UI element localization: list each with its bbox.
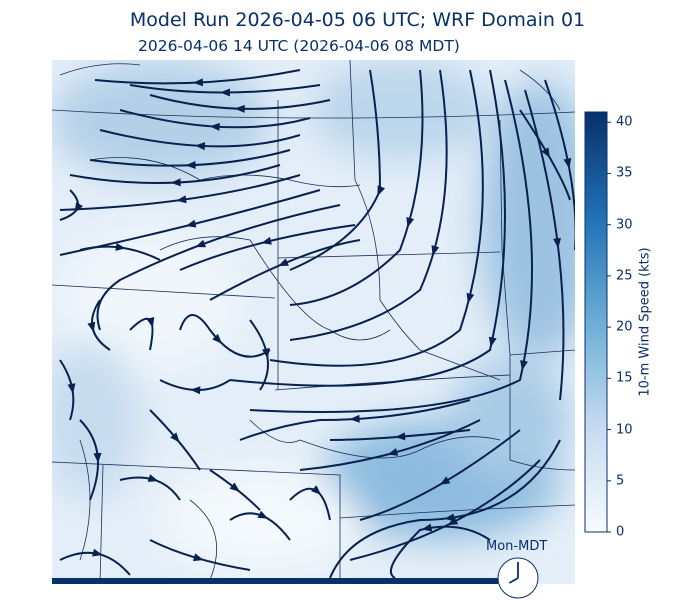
streamline-arrow [93,452,102,464]
streamline-arrow [146,317,155,328]
streamline [519,109,571,201]
streamline [239,399,471,441]
streamline-arrow [447,517,459,526]
streamline-arrow [74,202,84,213]
clock-label: Mon-MDT [486,539,548,554]
streamline-arrow [194,142,206,151]
map-area [52,60,575,584]
colorbar-tick-label: 40 [616,114,633,130]
streamline-arrow [311,485,322,495]
streamline [329,439,561,579]
streamline [329,429,471,441]
colorbar-tick-label: 15 [616,370,633,386]
wind-speed-field [52,60,575,570]
streamline-arrow [209,122,220,131]
streamline-arrow [185,161,196,170]
streamline-arrow [176,195,187,204]
streamline-arrow [92,548,103,557]
streamline-arrow [257,510,269,519]
streamline-arrow [488,336,497,348]
streamline [524,89,565,401]
streamline-arrow [67,383,76,394]
figure-subtitle: 2026-04-06 14 UTC (2026-04-06 08 MDT) [138,37,460,55]
streamline-arrow [170,432,180,443]
streamline [544,79,575,250]
streamline [229,69,506,387]
streamline-arrow [115,242,126,251]
streamline [59,174,301,211]
streamline [99,129,301,148]
streamline [179,224,356,271]
streamline-arrow [192,78,204,87]
streamline-arrow [219,88,230,97]
streamline [289,69,424,306]
streamline [249,79,533,413]
colorbar [584,111,608,533]
colorbar-tick-label: 20 [616,319,633,335]
streamline [269,69,484,367]
streamline [359,429,521,521]
streamline-arrow [349,414,360,423]
colorbar-tick-label: 30 [616,217,633,233]
streamline-arrow [395,432,406,441]
figure-title: Model Run 2026-04-05 06 UTC; WRF Domain … [129,9,586,31]
streamline-arrow [190,386,201,395]
streamline-arrow [406,216,415,228]
streamline-arrow [444,513,455,522]
colorbar-tick-label: 25 [616,268,633,284]
streamline-arrow [278,258,289,266]
streamline-arrow [563,157,572,169]
streamline-arrow [192,553,204,562]
streamline-arrow [229,482,240,492]
streamline-arrow [147,474,159,482]
streamline [96,204,341,331]
streamline [209,239,361,301]
colorbar-tick-label: 10 [616,422,633,438]
time-progress-bar [52,578,498,584]
streamline [390,525,491,579]
streamline [289,69,448,341]
streamline-arrow [553,237,562,249]
streamline-arrow [212,333,223,344]
streamline-arrow [439,476,451,485]
streamline-arrow [87,321,96,333]
streamlines [59,69,575,579]
streamline-arrow [377,185,386,197]
colorbar-tick-label: 5 [616,473,625,489]
colorbar-tick-label: 0 [616,524,625,540]
streamline-arrow [466,292,475,304]
streamline-arrow [261,236,272,245]
streamline-arrow [170,178,181,187]
streamline [119,109,311,129]
streamline-arrow [520,360,528,371]
streamline-arrow [387,448,399,456]
streamline-arrow [421,523,433,532]
colorbar-tick-label: 35 [616,165,633,181]
streamline-arrow [261,348,270,359]
streamline-arrow [185,219,197,228]
streamline [179,314,271,358]
clock-icon [497,557,539,599]
streamline-arrow [541,147,550,158]
streamline-arrow [234,104,245,113]
streamline [349,459,541,561]
colorbar-label: 10-m Wind Speed (kts) [637,247,653,397]
streamline-arrow [431,245,440,256]
streamline-arrow [195,239,207,248]
